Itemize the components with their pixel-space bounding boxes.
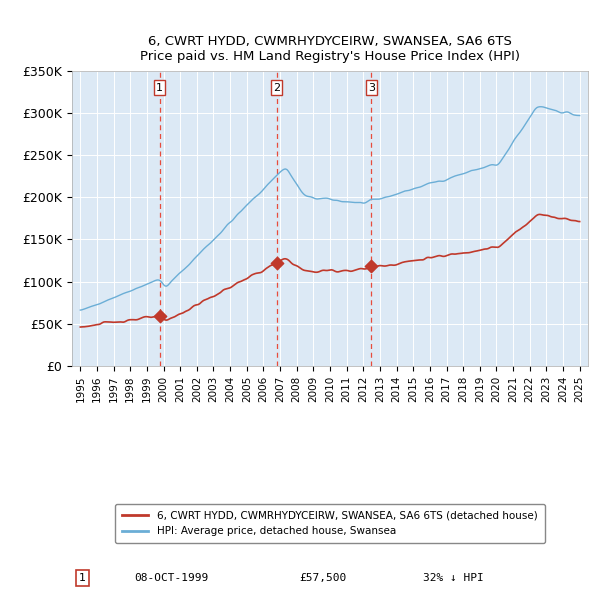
Title: 6, CWRT HYDD, CWMRHYDYCEIRW, SWANSEA, SA6 6TS
Price paid vs. HM Land Registry's : 6, CWRT HYDD, CWMRHYDYCEIRW, SWANSEA, SA… xyxy=(140,35,520,63)
Point xyxy=(272,258,281,268)
Point xyxy=(367,261,376,271)
Text: 3: 3 xyxy=(368,83,375,93)
Text: 2: 2 xyxy=(273,83,280,93)
Point xyxy=(155,312,164,321)
Text: 1: 1 xyxy=(156,83,163,93)
Text: 1: 1 xyxy=(79,573,86,583)
Text: £57,500: £57,500 xyxy=(299,573,346,583)
Legend: 6, CWRT HYDD, CWMRHYDYCEIRW, SWANSEA, SA6 6TS (detached house), HPI: Average pri: 6, CWRT HYDD, CWMRHYDYCEIRW, SWANSEA, SA… xyxy=(115,504,545,543)
Text: 32% ↓ HPI: 32% ↓ HPI xyxy=(423,573,484,583)
Text: 08-OCT-1999: 08-OCT-1999 xyxy=(134,573,208,583)
